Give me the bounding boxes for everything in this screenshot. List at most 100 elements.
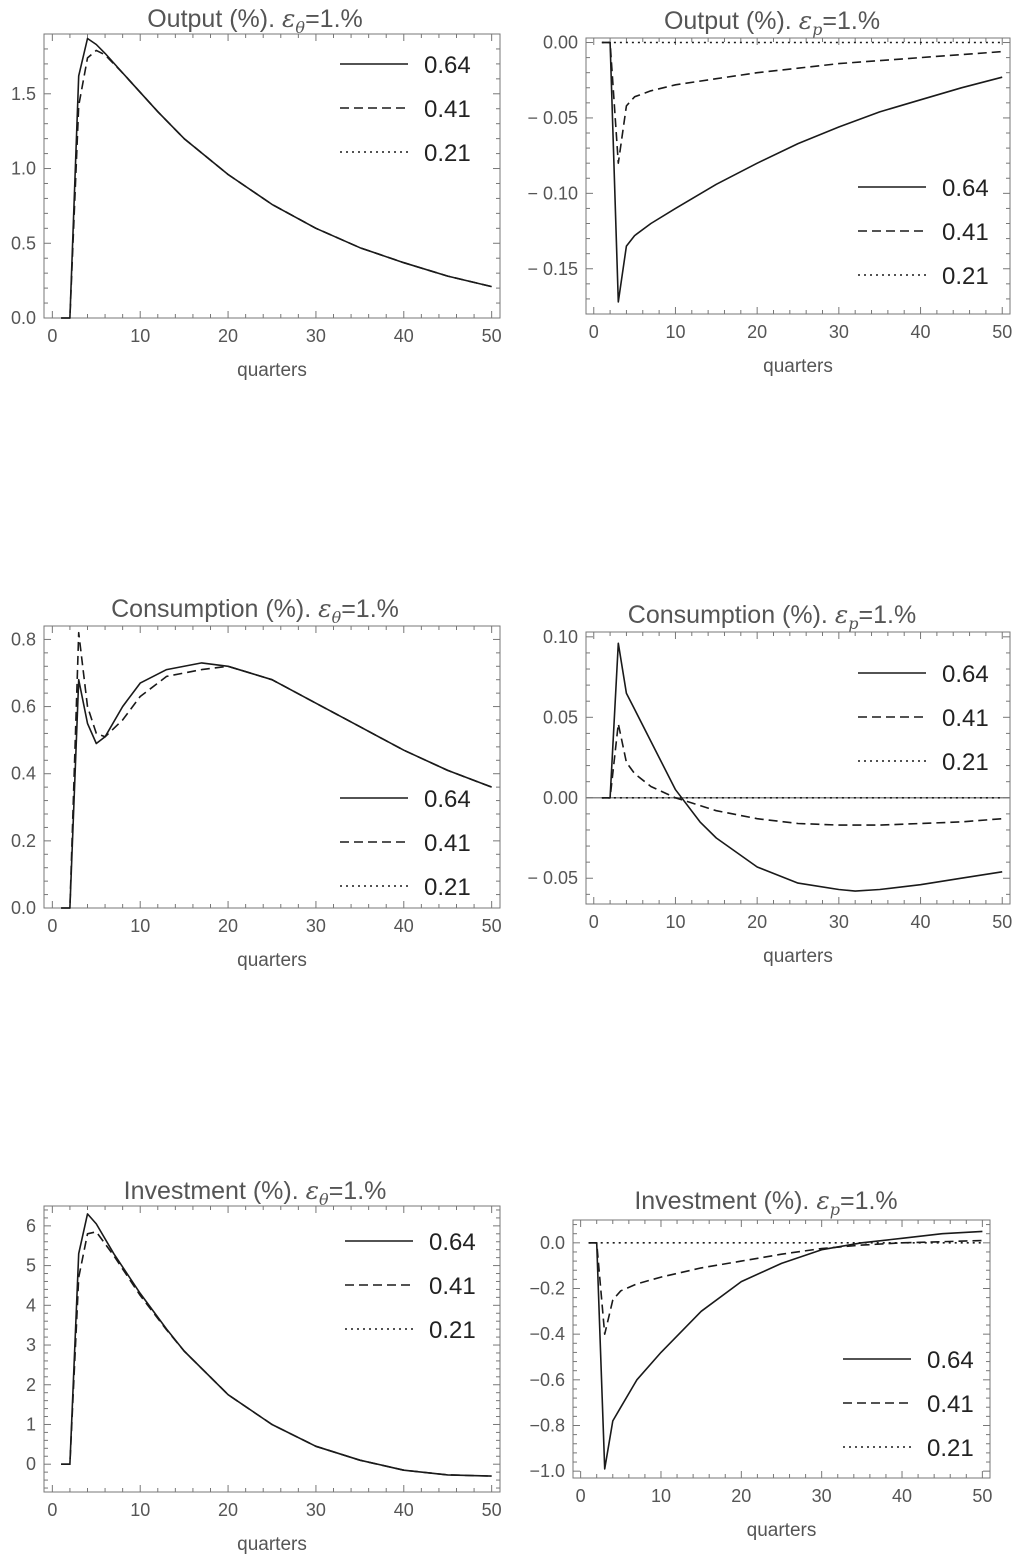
y-tick-label: 0.0 [540,1233,565,1253]
y-tick-label: 1 [26,1414,36,1434]
series-line-0.64 [61,662,492,909]
series-line-0.41 [588,1239,983,1335]
x-tick-label: 0 [589,912,599,932]
x-tick-label: 50 [992,912,1012,932]
x-axis-label: quarters [237,950,307,971]
y-tick-label: 2 [26,1375,36,1395]
y-tick-label: 4 [26,1295,36,1315]
x-tick-label: 0 [47,1500,57,1520]
chart-consumption-p: Consumption (%). εp=1.% 0 10 20 30 40 50 0.10 0… [510,590,1014,990]
x-axis-label: quarters [763,356,833,377]
x-tick-label: 10 [665,322,685,342]
x-tick-label: 20 [218,1500,238,1520]
chart-plot: 0 10 20 30 40 50 0.0 0.5 1.0 1.5 quarters 0.64 0.41 0… [11,33,502,381]
y-tick-label: −0.8 [529,1415,565,1435]
chart-output-p: Output (%). εp=1.% 0 10 20 30 40 50 0.00 − 0.05… [510,0,1014,390]
y-tick-label: 6 [26,1216,36,1236]
x-tick-label: 50 [972,1486,992,1506]
chart-plot: 0 10 20 30 40 50 0.0 0.2 0.4 0.6 0.8 quarters 0.64 0.… [11,625,502,971]
y-tick-label: 0.8 [11,629,36,649]
chart-investment-theta: Investment (%). εθ=1.% 0 10 20 30 40 50 0 1 2 3 4 5… [0,1172,510,1555]
legend-label: 0.64 [927,1347,974,1374]
x-tick-label: 10 [651,1486,671,1506]
chart-title: Consumption (%). εp=1.% [627,600,917,633]
series-line-0.64 [601,642,1003,892]
legend-label: 0.21 [927,1435,974,1462]
series-line-0.41 [61,49,492,319]
y-tick-label: 0.10 [543,627,578,647]
legend-label: 0.41 [424,830,471,857]
x-tick-label: 40 [911,912,931,932]
legend-label: 0.41 [424,96,471,123]
x-tick-label: 40 [892,1486,912,1506]
series-line-0.41 [61,1231,492,1477]
legend-label: 0.64 [942,661,989,688]
y-tick-label: 1.5 [11,84,36,104]
x-tick-label: 20 [731,1486,751,1506]
legend-label: 0.21 [424,140,471,167]
chart-title: Investment (%). εθ=1.% [123,1176,387,1209]
plot-frame [43,625,501,909]
x-tick-label: 10 [130,326,150,346]
y-tick-label: 0.0 [11,898,36,918]
x-tick-label: 50 [482,916,502,936]
y-tick-label: 0.00 [543,33,578,53]
x-tick-label: 10 [130,916,150,936]
y-tick-label: 0.6 [11,697,36,717]
legend-label: 0.64 [424,52,471,79]
x-tick-label: 50 [482,326,502,346]
x-tick-label: 50 [992,322,1012,342]
x-tick-label: 20 [218,326,238,346]
legend-label: 0.41 [429,1273,476,1300]
series-line-0.41 [601,722,1003,826]
x-axis-label: quarters [237,1534,307,1555]
chart-plot: 0 10 20 30 40 50 0.0 −0.2 −0.4 −0.6 −0.8 −1.0 quarte… [529,1219,992,1541]
series-line-0.41 [61,631,492,909]
x-tick-label: 20 [747,322,767,342]
x-tick-label: 0 [576,1486,586,1506]
series-line-0.64 [601,41,1003,303]
plot-frame [585,631,1011,905]
x-tick-label: 30 [306,1500,326,1520]
legend-label: 0.41 [942,219,989,246]
y-tick-label: 0.00 [543,788,578,808]
x-axis-label: quarters [237,360,307,381]
y-tick-label: 0 [26,1454,36,1474]
y-tick-label: 3 [26,1335,36,1355]
x-axis-label: quarters [763,946,833,967]
series-line-0.64 [61,1213,492,1477]
legend-label: 0.21 [942,263,989,290]
x-tick-label: 0 [589,322,599,342]
x-tick-label: 30 [306,326,326,346]
y-tick-label: 0.2 [11,831,36,851]
x-tick-label: 30 [829,322,849,342]
chart-title: Consumption (%). εθ=1.% [111,594,399,627]
y-tick-label: 0.4 [11,764,36,784]
y-tick-label: 0.5 [11,233,36,253]
y-tick-label: 0.05 [543,707,578,727]
chart-plot: 0 10 20 30 40 50 0.10 0.05 0.00 − 0.05 quarters 0.6… [527,627,1012,967]
series-line-0.64 [588,1230,983,1470]
y-tick-label: 1.0 [11,159,36,179]
y-tick-label: − 0.05 [527,108,578,128]
legend-label: 0.64 [429,1229,476,1256]
y-tick-label: −1.0 [529,1461,565,1481]
legend-label: 0.64 [424,786,471,813]
x-tick-label: 10 [665,912,685,932]
chart-consumption-theta: Consumption (%). εθ=1.% 0 10 20 30 40 50 0.0 0.… [0,590,510,990]
x-tick-label: 30 [829,912,849,932]
x-tick-label: 50 [482,1500,502,1520]
x-tick-label: 20 [747,912,767,932]
x-tick-label: 40 [911,322,931,342]
plot-frame [43,33,501,319]
legend-label: 0.21 [942,749,989,776]
chart-plot: 0 10 20 30 40 50 0.00 − 0.05 − 0.10 − 0.15 quarter… [527,33,1012,377]
y-tick-label: − 0.15 [527,259,578,279]
x-tick-label: 0 [47,326,57,346]
series-line-0.64 [61,37,492,319]
legend-label: 0.41 [927,1391,974,1418]
chart-plot: 0 10 20 30 40 50 0 1 2 3 4 5 6 quarters 0.64 0.41 0.21 [26,1205,502,1555]
chart-title: Output (%). εθ=1.% [147,4,363,37]
x-tick-label: 10 [130,1500,150,1520]
y-tick-label: − 0.05 [527,868,578,888]
